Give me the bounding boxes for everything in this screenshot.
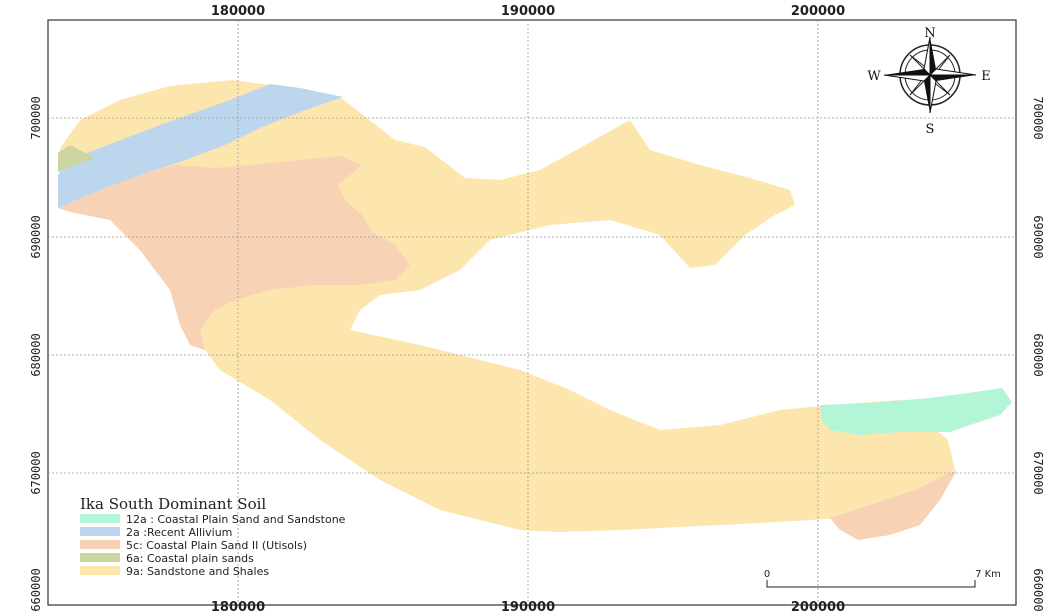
x-tick-label: 200000	[791, 4, 845, 19]
x-tick-label: 180000	[211, 600, 265, 613]
soil-polygons	[58, 80, 1012, 540]
compass-west-label: W	[867, 69, 881, 84]
y-tick-label: 660000	[1031, 568, 1045, 611]
x-axis-bottom: 180000 190000 200000	[211, 600, 845, 613]
legend-swatch	[80, 527, 120, 536]
x-tick-label: 190000	[501, 4, 555, 19]
y-tick-label: 680000	[29, 333, 43, 376]
legend-swatch	[80, 566, 120, 575]
y-tick-label: 700000	[1031, 96, 1045, 139]
legend-label: 6a: Coastal plain sands	[126, 552, 254, 565]
graticule	[48, 20, 1016, 605]
scale-end-label: 7 Km	[975, 569, 1001, 580]
soil-zone-6a	[58, 145, 95, 172]
y-axis-left: 700000 690000 680000 670000 660000	[29, 96, 43, 611]
y-tick-label: 700000	[29, 96, 43, 139]
legend-label: 9a: Sandstone and Shales	[126, 565, 269, 578]
y-tick-label: 660000	[29, 568, 43, 611]
legend: Ika South Dominant Soil 12a : Coastal Pl…	[80, 495, 346, 578]
y-tick-label: 670000	[1031, 451, 1045, 494]
compass-south-label: S	[926, 122, 935, 137]
x-axis-top: 180000 190000 200000	[211, 4, 845, 19]
scale-bar: 0 7 Km	[764, 569, 1001, 588]
x-tick-label: 190000	[501, 600, 555, 613]
legend-swatch	[80, 514, 120, 523]
legend-label: 12a : Coastal Plain Sand and Sandstone	[126, 513, 346, 526]
compass-north-label: N	[924, 26, 935, 41]
y-tick-label: 680000	[1031, 333, 1045, 376]
compass-rose-icon: N S E W	[867, 26, 990, 137]
x-tick-label: 200000	[791, 600, 845, 613]
y-axis-right: 700000 690000 680000 670000 660000	[1031, 96, 1045, 611]
soil-zone-5c-east	[830, 470, 957, 540]
y-tick-label: 670000	[29, 451, 43, 494]
x-tick-label: 180000	[211, 4, 265, 19]
soil-zone-12a	[820, 388, 1012, 435]
y-tick-label: 690000	[1031, 215, 1045, 258]
legend-label: 2a :Recent Allivium	[126, 526, 232, 539]
scale-start-label: 0	[764, 569, 770, 580]
compass-east-label: E	[981, 69, 991, 84]
y-tick-label: 690000	[29, 215, 43, 258]
legend-swatch	[80, 553, 120, 562]
legend-title: Ika South Dominant Soil	[80, 495, 266, 513]
soil-zone-5c-west	[58, 156, 410, 350]
legend-swatch	[80, 540, 120, 549]
legend-label: 5c: Coastal Plain Sand II (Utisols)	[126, 539, 307, 552]
soil-zone-2a	[58, 84, 343, 208]
